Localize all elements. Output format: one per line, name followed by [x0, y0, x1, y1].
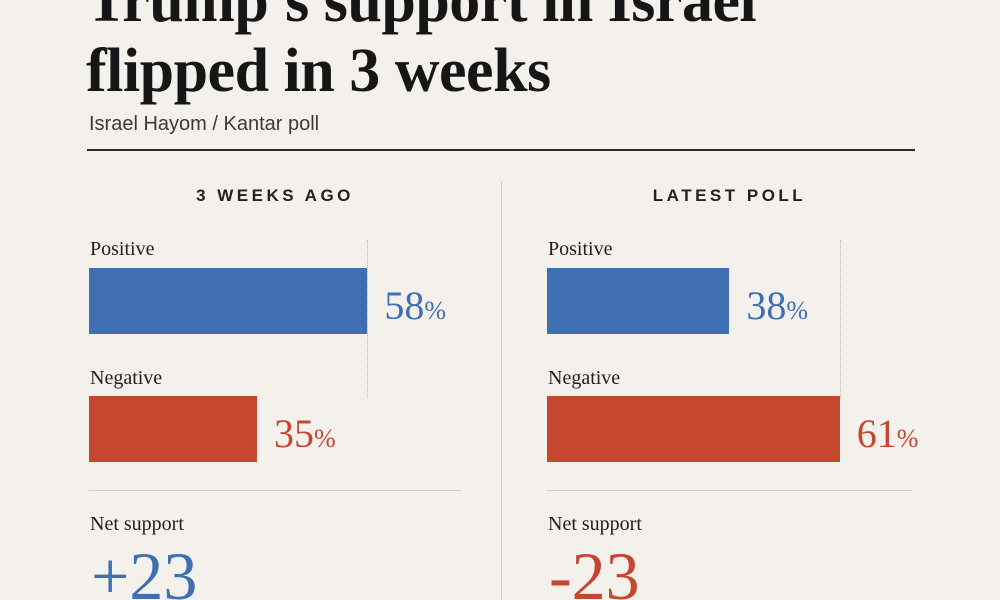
negative-value: 61%	[857, 414, 919, 454]
positive-value: 38%	[746, 286, 808, 326]
percent-sign: %	[786, 296, 809, 325]
net-separator	[547, 490, 912, 491]
panel-latest-poll: LATEST POLL Positive 38% Negative 61% Ne…	[547, 0, 918, 600]
negative-value-number: 35	[274, 411, 314, 456]
percent-sign: %	[314, 424, 336, 453]
positive-label: Positive	[90, 238, 155, 260]
panel-divider	[501, 182, 502, 600]
guide-line	[367, 240, 369, 398]
chart-subtitle: Israel Hayom / Kantar poll	[89, 113, 320, 135]
net-support-value: +23	[91, 538, 198, 600]
panel-three-weeks-ago: 3 WEEKS AGO Positive 58% Negative 35% Ne…	[89, 0, 461, 600]
positive-bar	[89, 268, 368, 334]
net-support-label: Net support	[548, 513, 642, 535]
net-separator	[89, 490, 461, 491]
chart-title-line-1: Trump's support in Israel	[86, 0, 757, 35]
net-support-value: -23	[549, 538, 640, 600]
positive-label: Positive	[548, 238, 613, 260]
net-support-label: Net support	[90, 513, 184, 535]
header-rule	[87, 149, 915, 151]
negative-label: Negative	[90, 367, 163, 389]
panel-heading: LATEST POLL	[652, 186, 807, 205]
negative-bar	[89, 396, 257, 462]
negative-label: Negative	[548, 367, 621, 389]
positive-value-number: 58	[384, 283, 425, 328]
positive-bar	[547, 268, 730, 334]
negative-value-number: 61	[856, 411, 897, 456]
negative-value: 35%	[274, 414, 336, 454]
percent-sign: %	[896, 424, 919, 453]
positive-value: 58%	[384, 286, 446, 326]
panel-heading: 3 WEEKS AGO	[196, 186, 354, 205]
chart-title-line-2: flipped in 3 weeks	[86, 37, 551, 105]
guide-line	[839, 240, 841, 398]
negative-bar	[547, 396, 840, 462]
percent-sign: %	[424, 296, 447, 325]
positive-value-number: 38	[746, 283, 787, 328]
